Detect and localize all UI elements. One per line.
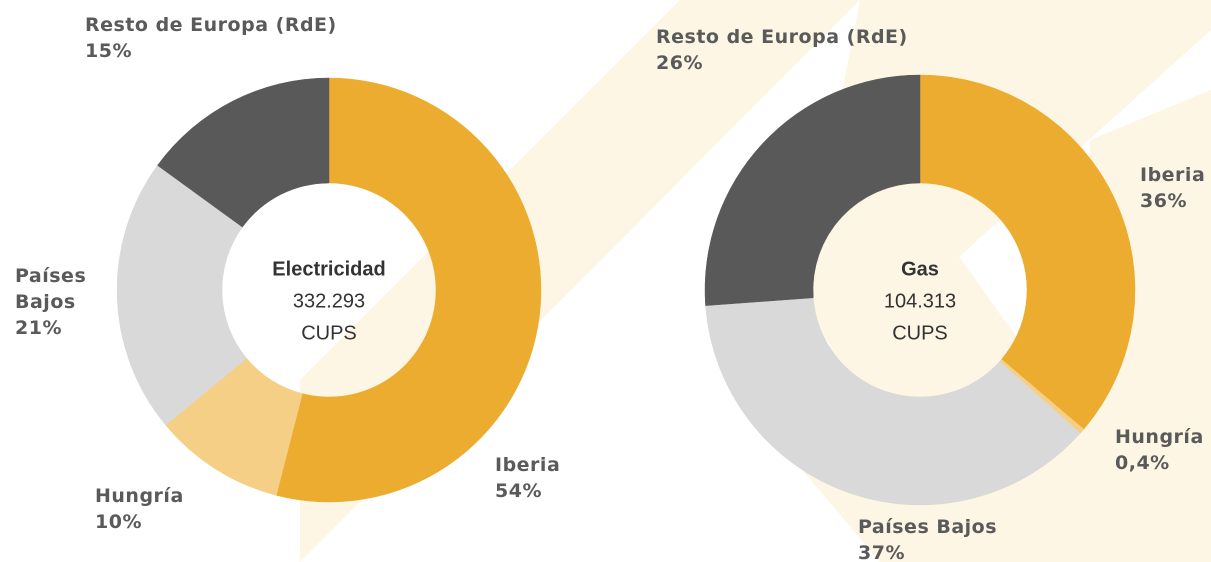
slice-label: Países Bajos 21% xyxy=(15,263,95,341)
slice-label: Países Bajos 37% xyxy=(858,514,1078,562)
value-label: 26% xyxy=(656,52,703,74)
category-name: Hungría xyxy=(1115,426,1204,448)
center-text: 332.293 xyxy=(293,290,365,312)
category-name: Hungría xyxy=(95,485,184,507)
center-text: CUPS xyxy=(892,322,948,344)
category-name: Países Bajos xyxy=(858,516,998,538)
center-text: Gas xyxy=(901,258,939,280)
value-label: 0,4% xyxy=(1115,452,1170,474)
slice-label: Resto de Europa (RdE) 15% xyxy=(85,12,385,64)
slice-label: Hungría 10% xyxy=(95,483,215,535)
center-text: CUPS xyxy=(301,322,357,344)
center-text: Electricidad xyxy=(272,258,385,280)
slice xyxy=(116,165,247,426)
slice xyxy=(919,74,1136,430)
slice-label: Iberia 54% xyxy=(495,452,585,504)
category-name: Iberia xyxy=(1140,164,1206,186)
value-label: 54% xyxy=(495,480,542,502)
value-label: 37% xyxy=(858,542,905,562)
value-label: 15% xyxy=(85,40,132,62)
slice-label: Resto de Europa (RdE) 26% xyxy=(656,24,956,76)
slice xyxy=(704,74,921,306)
slice xyxy=(157,77,330,228)
slice xyxy=(275,77,542,503)
category-name: Iberia xyxy=(495,454,561,476)
value-label: 36% xyxy=(1140,190,1187,212)
slice xyxy=(705,297,1081,506)
category-name: Resto de Europa (RdE) xyxy=(85,14,337,36)
slice-label: Iberia 36% xyxy=(1140,162,1211,214)
slice-label: Hungría 0,4% xyxy=(1115,424,1211,476)
value-label: 10% xyxy=(95,511,142,533)
value-label: 21% xyxy=(15,317,62,339)
category-name: Países Bajos xyxy=(15,265,87,313)
category-name: Resto de Europa (RdE) xyxy=(656,26,908,48)
center-text: 104.313 xyxy=(884,290,956,312)
